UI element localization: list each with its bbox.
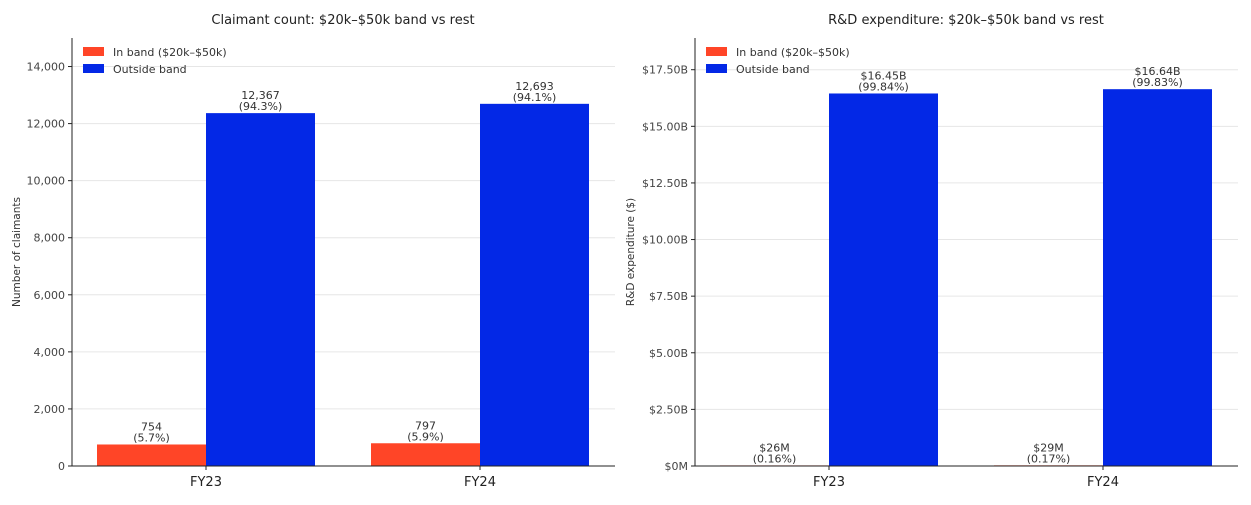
chart2-legend-swatch — [706, 64, 727, 73]
chart1-bar-outside-band — [480, 103, 589, 466]
chart1-legend-swatch — [83, 47, 104, 56]
chart1-ytick-label: 14,000 — [27, 61, 66, 74]
chart1-data-sublabel: (94.1%) — [513, 91, 557, 104]
chart2-data-label: $16.64B — [1134, 65, 1180, 78]
chart2-legend-label: Outside band — [736, 63, 810, 76]
chart1-ytick-label: 2,000 — [34, 403, 66, 416]
chart1-ytick-label: 6,000 — [34, 289, 66, 302]
chart1-data-label: 754 — [141, 420, 162, 433]
chart1-title: Claimant count: $20k–$50k band vs rest — [211, 13, 474, 28]
chart1-data-label: 12,693 — [515, 80, 554, 93]
chart2-ytick-label: $0M — [665, 460, 689, 473]
chart2-data-label: $26M — [759, 441, 790, 454]
chart1-legend-label: In band ($20k–$50k) — [113, 46, 227, 59]
chart1-legend-swatch — [83, 64, 104, 73]
chart2-ytick-label: $12.50B — [642, 177, 688, 190]
chart1-data-sublabel: (94.3%) — [239, 100, 283, 113]
chart1-ytick-label: 4,000 — [34, 346, 66, 359]
chart2-ytick-label: $2.50B — [649, 403, 688, 416]
chart2-data-label: $29M — [1033, 441, 1064, 454]
chart2-ytick-label: $15.00B — [642, 120, 688, 133]
chart1-xtick-label: FY24 — [464, 475, 496, 490]
chart2-ytick-label: $5.00B — [649, 347, 688, 360]
chart2-xtick-label: FY24 — [1087, 475, 1119, 490]
chart1-bar-outside-band — [206, 113, 315, 466]
chart1-ylabel: Number of claimants — [11, 197, 23, 307]
chart2-data-sublabel: (0.17%) — [1027, 452, 1071, 465]
chart1-data-sublabel: (5.9%) — [407, 430, 444, 443]
chart1-xtick-label: FY23 — [190, 475, 222, 490]
chart2-ytick-label: $7.50B — [649, 290, 688, 303]
chart1-data-label: 797 — [415, 419, 436, 432]
chart2-xtick-label: FY23 — [813, 475, 845, 490]
chart1-ytick-label: 12,000 — [27, 118, 66, 131]
chart2-ytick-label: $10.00B — [642, 234, 688, 247]
chart2-bar-outside-band — [829, 93, 938, 467]
chart1-ytick-label: 8,000 — [34, 232, 66, 245]
chart2-data-sublabel: (99.84%) — [858, 80, 909, 93]
chart1-data-sublabel: (5.7%) — [133, 431, 170, 444]
chart2-data-sublabel: (0.16%) — [753, 452, 797, 465]
chart2-data-label: $16.45B — [860, 69, 906, 82]
chart2-legend-swatch — [706, 47, 727, 56]
chart1-legend-label: Outside band — [113, 63, 187, 76]
chart1-bar-in-band — [97, 444, 206, 466]
chart1-ytick-label: 10,000 — [27, 175, 66, 188]
chart2-legend-label: In band ($20k–$50k) — [736, 46, 850, 59]
chart2-title: R&D expenditure: $20k–$50k band vs rest — [828, 13, 1104, 28]
chart2-data-sublabel: (99.83%) — [1132, 76, 1183, 89]
chart2-ytick-label: $17.50B — [642, 64, 688, 77]
chart2-bar-outside-band — [1103, 89, 1212, 466]
chart1-data-label: 12,367 — [241, 89, 280, 102]
chart2-ylabel: R&D expenditure ($) — [625, 198, 637, 306]
chart1-bar-in-band — [371, 443, 480, 466]
chart1-ytick-label: 0 — [58, 460, 65, 473]
